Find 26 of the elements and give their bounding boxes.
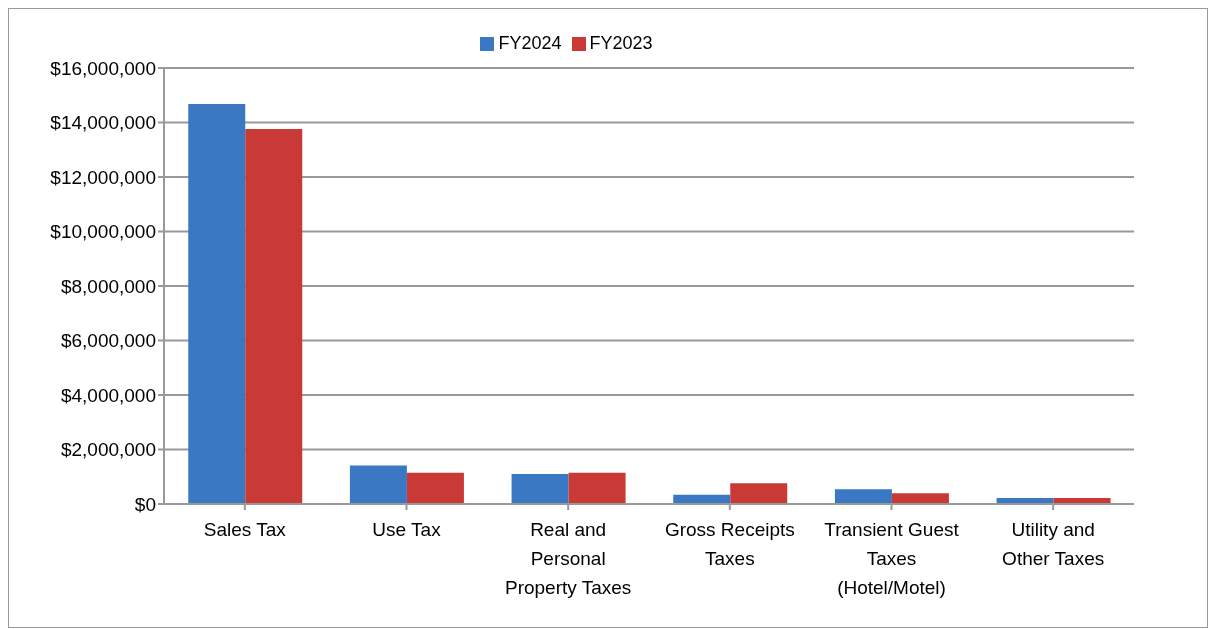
y-tick-label: $4,000,000 [60, 384, 156, 406]
x-tick-label: Gross Receipts Taxes [664, 519, 795, 569]
y-tick-label: $0 [134, 493, 156, 515]
y-tick-label: $2,000,000 [60, 439, 156, 461]
bar [891, 493, 949, 504]
x-tick-label: Real and Personal Property Taxes [504, 519, 632, 598]
bar [349, 465, 407, 504]
bar [730, 483, 788, 504]
y-tick-label: $6,000,000 [60, 330, 156, 352]
legend-label: FY2024 [498, 33, 562, 53]
y-tick-label: $8,000,000 [60, 275, 156, 297]
bar [406, 472, 464, 504]
y-tick-label: $14,000,000 [50, 112, 156, 134]
bar [834, 489, 892, 504]
bar [511, 474, 569, 504]
bar [568, 472, 626, 504]
y-tick-label: $16,000,000 [50, 57, 156, 79]
x-tick-label: Sales Tax [203, 519, 287, 540]
bar [188, 103, 246, 504]
legend-label: FY2023 [589, 33, 653, 53]
y-tick-label: $10,000,000 [50, 221, 156, 243]
x-tick-label: Transient Guest Taxes (Hotel/Motel) [824, 519, 960, 598]
x-tick-label: Use Tax [372, 519, 442, 540]
bar [245, 129, 303, 504]
y-tick-label: $12,000,000 [50, 166, 156, 188]
x-tick-label: Utility and Other Taxes [1002, 519, 1105, 569]
